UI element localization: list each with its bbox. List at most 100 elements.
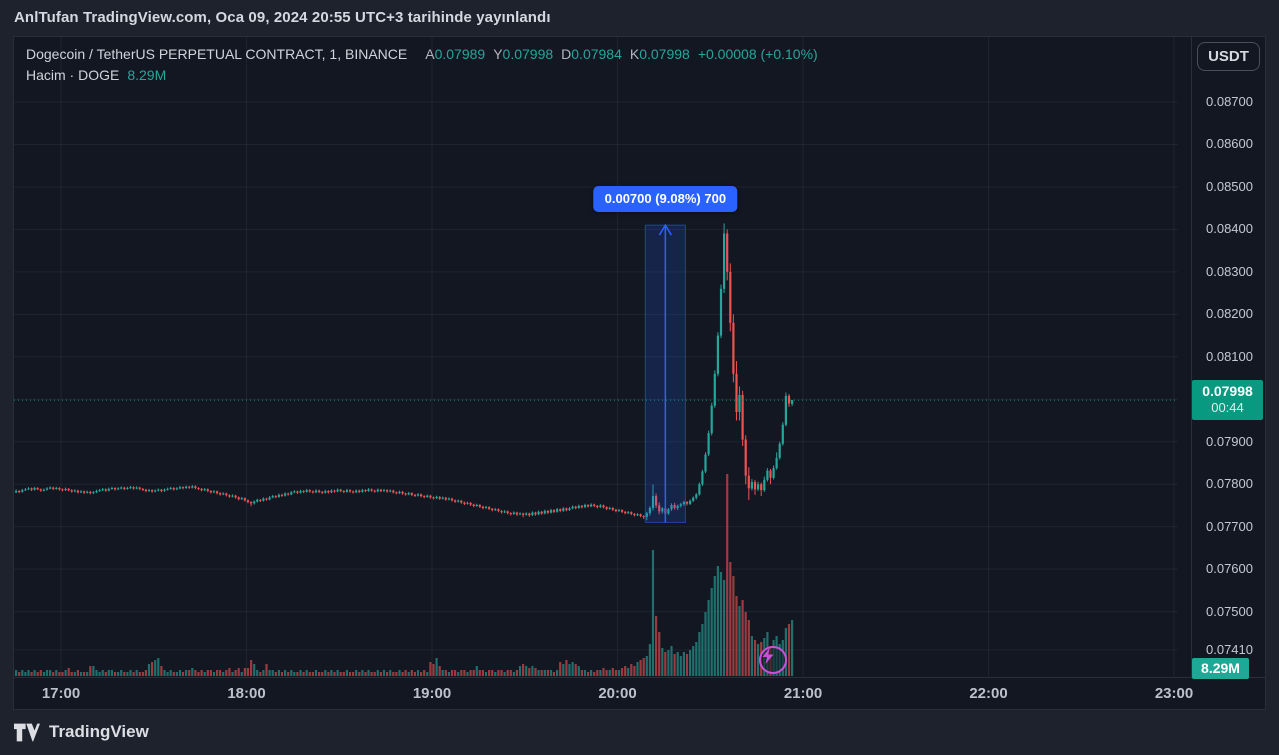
measure-tool-label[interactable]: 0.00700 (9.08%) 700	[593, 186, 738, 213]
candle-body	[556, 509, 559, 512]
candle-body	[379, 489, 382, 491]
volume-bar	[36, 672, 39, 676]
candle-body	[670, 505, 673, 510]
price-axis[interactable]: 0.08700 0.08600 0.08500 0.08400 0.08300 0.082…	[1191, 37, 1267, 677]
change-value: +0.00008 (+0.10%)	[697, 46, 818, 62]
volume-bar	[67, 668, 70, 676]
candle-body	[240, 498, 243, 500]
candle-body	[484, 507, 488, 509]
volume-bar	[596, 670, 599, 676]
open-value: 0.07989	[434, 46, 486, 62]
candle-body	[466, 502, 469, 504]
price-tick-label: 0.07600	[1206, 561, 1253, 577]
volume-bar	[219, 670, 222, 676]
candle-body	[543, 510, 546, 514]
candle-body	[151, 490, 154, 492]
volume-bar	[484, 672, 488, 676]
candle-body	[172, 488, 175, 490]
volume-bar	[617, 670, 621, 676]
candle-body	[599, 505, 602, 508]
volume-bar	[107, 670, 110, 676]
volume-bar	[670, 646, 673, 676]
ohlc-values: A0.07989 Y0.07998 D0.07984 K0.07998 +0.00008…	[417, 46, 817, 62]
tradingview-brand-link[interactable]: TradingView	[14, 722, 149, 742]
candle-body	[528, 513, 531, 516]
volume-bar	[757, 644, 760, 676]
candle-body	[55, 488, 58, 489]
candle-body	[24, 489, 27, 491]
volume-axis-badge: 8.29M	[1192, 658, 1249, 679]
candle-body	[531, 512, 534, 516]
volume-bar	[265, 664, 268, 676]
volume-bar	[76, 670, 79, 676]
chart-panel[interactable]: Dogecoin / TetherUS PERPETUAL CONTRACT, …	[13, 36, 1266, 710]
open-label: A	[425, 46, 435, 62]
legend-symbol-row[interactable]: Dogecoin / TetherUS PERPETUAL CONTRACT, …	[26, 44, 818, 65]
candle-body	[469, 502, 472, 505]
volume-bar	[729, 562, 732, 676]
candlestick-chart[interactable]	[14, 37, 1265, 709]
volume-bar	[367, 670, 370, 676]
volume-bar	[571, 662, 574, 676]
instant-trading-button[interactable]	[758, 646, 787, 674]
candle-body	[658, 505, 661, 512]
candle-body	[83, 491, 86, 493]
candle-body	[587, 505, 590, 507]
volume-bar	[296, 672, 299, 676]
chart-legend: Dogecoin / TetherUS PERPETUAL CONTRACT, …	[26, 44, 818, 86]
high-label: Y	[493, 46, 503, 62]
volume-bar	[704, 612, 707, 676]
volume-bar	[413, 672, 416, 676]
volume-bar	[188, 670, 191, 676]
volume-bar	[280, 672, 284, 676]
candle-body	[435, 496, 438, 499]
volume-bar	[348, 672, 352, 676]
price-tick-label: 0.08400	[1206, 221, 1253, 237]
candle-body	[630, 512, 633, 514]
candle-body	[185, 486, 188, 488]
candle-body	[373, 490, 376, 492]
legend-volume-row[interactable]: Hacim · DOGE 8.29M	[26, 65, 818, 86]
volume-bar	[395, 672, 398, 676]
candle-body	[178, 487, 182, 489]
volume-bar	[157, 658, 160, 676]
candle-body	[515, 512, 518, 515]
candle-body	[791, 400, 794, 404]
volume-bar	[246, 668, 250, 676]
candle-body	[741, 395, 744, 440]
symbol-title[interactable]: Dogecoin / TetherUS PERPETUAL CONTRACT, …	[26, 46, 408, 62]
candle-body	[695, 494, 698, 498]
volume-bar	[389, 670, 392, 676]
candle-body	[463, 502, 466, 504]
price-tick-label: 0.08500	[1206, 178, 1253, 194]
volume-bar	[330, 670, 333, 676]
volume-bar	[327, 672, 330, 676]
volume-bar	[410, 670, 413, 676]
volume-bar	[200, 670, 203, 676]
candle-body	[305, 490, 308, 492]
candle-body	[277, 494, 280, 497]
candle-body	[45, 488, 49, 490]
volume-bar	[151, 662, 154, 676]
candle-body	[345, 490, 348, 492]
volume-bar	[438, 666, 441, 676]
time-axis[interactable]: 17:00 18:00 19:00 20:00 21:00 22:00 23:00	[14, 677, 1265, 711]
volume-bar	[488, 670, 491, 676]
volume-bar	[253, 664, 256, 676]
candle-body	[729, 271, 732, 323]
volume-bar	[382, 670, 386, 676]
candle-body	[18, 491, 21, 492]
volume-bar	[49, 670, 52, 676]
candle-body	[107, 488, 110, 491]
volume-bar	[256, 670, 259, 676]
candle-body	[280, 494, 284, 496]
candle-body	[191, 486, 194, 488]
candle-body	[321, 491, 324, 493]
volume-bar	[518, 666, 522, 676]
volume-bar	[685, 654, 689, 676]
volume-bar	[651, 550, 655, 676]
candle-body	[324, 491, 327, 493]
price-tick-label: 0.07900	[1206, 433, 1253, 449]
low-label: D	[561, 46, 572, 62]
currency-toggle-button[interactable]: USDT	[1197, 42, 1260, 71]
